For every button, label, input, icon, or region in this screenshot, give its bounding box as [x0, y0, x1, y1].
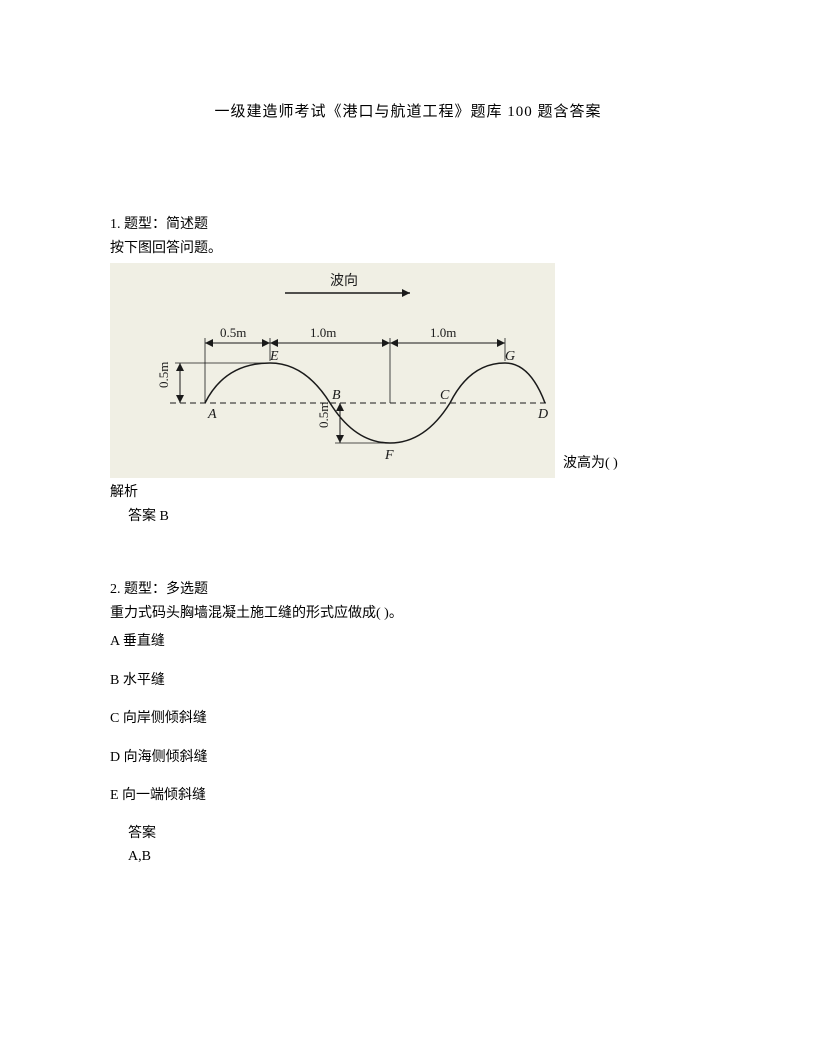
svg-text:A: A — [207, 407, 217, 422]
svg-text:C: C — [440, 388, 450, 403]
svg-text:B: B — [332, 388, 341, 403]
svg-text:1.0m: 1.0m — [310, 325, 336, 340]
q2-option-d: D 向海侧倾斜缝 — [110, 747, 706, 769]
q2-option-e: E 向一端倾斜缝 — [110, 785, 706, 807]
svg-text:E: E — [269, 349, 279, 364]
page-title: 一级建造师考试《港口与航道工程》题库 100 题含答案 — [110, 100, 706, 124]
q2-stem: 重力式码头胸墙混凝土施工缝的形式应做成( )。 — [110, 603, 706, 625]
q1-tail: 波高为( ) — [563, 453, 618, 479]
question-2: 2. 题型：多选题 重力式码头胸墙混凝土施工缝的形式应做成( )。 A 垂直缝 … — [110, 579, 706, 869]
q1-header: 1. 题型：简述题 — [110, 214, 706, 236]
q1-analysis: 解析 — [110, 482, 706, 504]
svg-text:0.5m: 0.5m — [156, 361, 171, 387]
q2-answer-label: 答案 — [128, 823, 706, 845]
q2-option-a: A 垂直缝 — [110, 631, 706, 653]
q1-answer: 答案 B — [128, 506, 706, 528]
svg-text:G: G — [505, 349, 515, 364]
question-1: 1. 题型：简述题 按下图回答问题。 波向 0.5m 1.0 — [110, 214, 706, 529]
q1-prompt: 按下图回答问题。 — [110, 238, 706, 260]
svg-text:F: F — [384, 448, 394, 463]
q2-option-b: B 水平缝 — [110, 670, 706, 692]
q2-header: 2. 题型：多选题 — [110, 579, 706, 601]
svg-text:0.5m: 0.5m — [220, 325, 246, 340]
wave-direction-label: 波向 — [330, 273, 358, 289]
wave-diagram: 波向 0.5m 1.0m 1.0m — [110, 263, 555, 478]
svg-text:1.0m: 1.0m — [430, 325, 456, 340]
q2-option-c: C 向岸侧倾斜缝 — [110, 708, 706, 730]
q2-answer-value: A,B — [128, 846, 706, 868]
svg-text:0.5m: 0.5m — [316, 401, 331, 427]
svg-text:D: D — [537, 407, 548, 422]
